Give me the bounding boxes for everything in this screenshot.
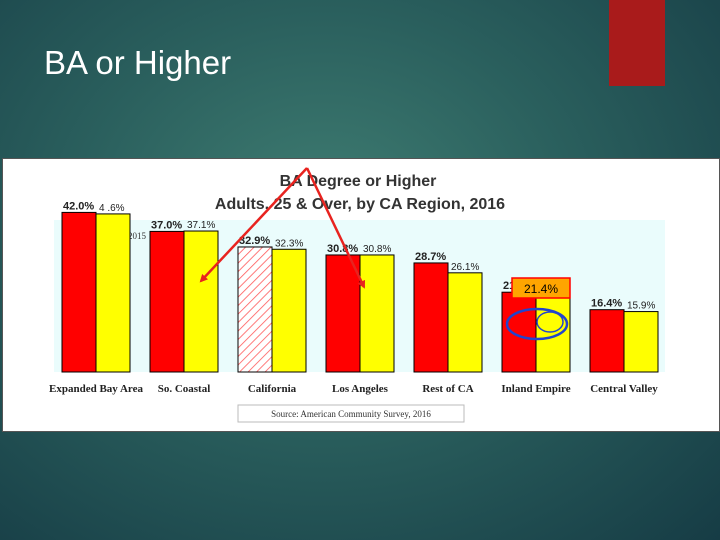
arrow-to-los-angeles bbox=[305, 167, 366, 289]
bar-so-coastal-2015 bbox=[183, 230, 219, 373]
arrow-to-so-coastal bbox=[199, 167, 308, 283]
data-label-expanded-bay-area-2015: 4 .6% bbox=[99, 203, 125, 214]
data-label-los-angeles-2016: 30.8% bbox=[327, 243, 358, 255]
data-label-los-angeles-2015: 30.8% bbox=[363, 244, 391, 255]
category-label-so-coastal: So. Coastal bbox=[158, 383, 211, 395]
data-label-central-valley-2016: 16.4% bbox=[591, 298, 622, 310]
highlight-ellipse-small bbox=[536, 311, 564, 333]
bar-central-valley-2015 bbox=[623, 311, 659, 373]
highlight-ellipse bbox=[505, 307, 569, 341]
bar-los-angeles-2015 bbox=[359, 254, 395, 373]
data-label-california-2015: 32.3% bbox=[275, 238, 303, 249]
data-label-so-coastal-2016: 37.0% bbox=[151, 219, 182, 231]
source-box bbox=[237, 404, 465, 423]
category-label-inland-empire: Inland Empire bbox=[501, 383, 570, 395]
bar-inland-empire-2016 bbox=[501, 291, 537, 373]
red-accent-tab bbox=[609, 0, 665, 86]
data-label-rest-of-ca-2015: 26.1% bbox=[451, 262, 479, 273]
bar-central-valley-2016 bbox=[589, 309, 625, 373]
bar-california-2015 bbox=[271, 248, 307, 373]
slide-title: BA or Higher bbox=[44, 44, 232, 81]
bar-expanded-bay-area-2016 bbox=[61, 211, 97, 373]
data-label-central-valley-2015: 15.9% bbox=[627, 301, 655, 312]
chart-title: BA Degree or Higher bbox=[280, 173, 437, 190]
category-label-expanded-bay-area: Expanded Bay Area bbox=[49, 383, 143, 395]
data-label-rest-of-ca-2016: 28.7% bbox=[415, 251, 446, 263]
bar-so-coastal-2016 bbox=[149, 230, 185, 373]
chart-subtitle: Adults, 25 & Over, by CA Region, 2016 bbox=[215, 196, 505, 213]
category-label-los-angeles: Los Angeles bbox=[332, 383, 389, 395]
bar-los-angeles-2016 bbox=[325, 254, 361, 373]
data-label-expanded-bay-area-2016: 42.0% bbox=[63, 200, 94, 212]
source-note: Source: American Community Survey, 2016 bbox=[271, 409, 431, 419]
bar-inland-empire-2015 bbox=[535, 294, 571, 373]
bar-rest-of-ca-2015 bbox=[447, 272, 483, 373]
bar-california-2016 bbox=[237, 246, 273, 373]
category-label-rest-of-ca: Rest of CA bbox=[422, 383, 473, 395]
data-label-california-2016: 32.9% bbox=[239, 235, 270, 247]
callout-value: 21.4% bbox=[524, 282, 558, 296]
legend-label-2015: 2015 bbox=[128, 231, 147, 241]
category-label-central-valley: Central Valley bbox=[590, 383, 658, 395]
data-label-so-coastal-2015: 37.1% bbox=[187, 220, 215, 231]
bar-rest-of-ca-2016 bbox=[413, 262, 449, 373]
callout-box bbox=[511, 277, 571, 299]
category-label-california: California bbox=[248, 383, 297, 395]
bar-expanded-bay-area-2015 bbox=[95, 213, 131, 373]
